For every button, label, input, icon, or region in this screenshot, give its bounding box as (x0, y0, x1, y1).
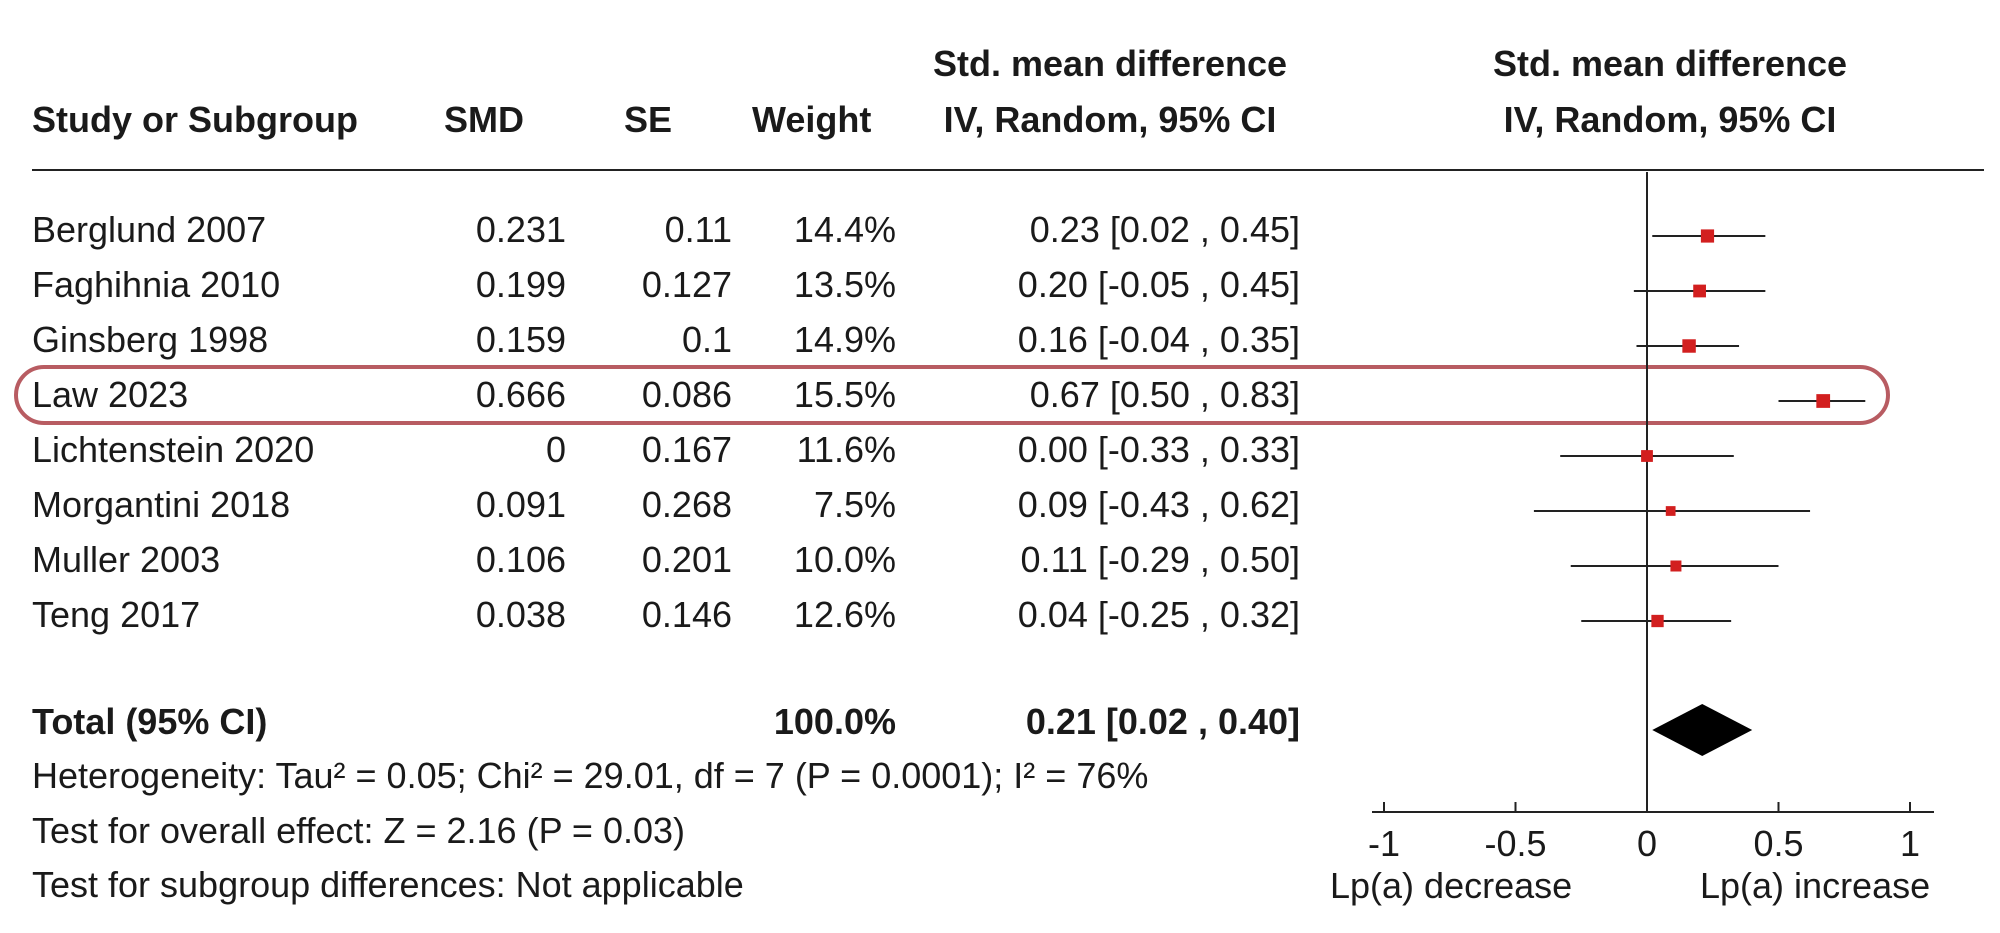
axis-left-label: Lp(a) decrease (1330, 865, 1573, 906)
study-smd: 0.666 (475, 374, 566, 415)
header-ci-line1: Std. mean difference (932, 43, 1288, 84)
study-se: 0.1 (681, 319, 732, 360)
study-ci-text: 0.00 [-0.33 , 0.33] (1017, 429, 1300, 470)
study-smd: 0.199 (475, 264, 566, 305)
study-smd: 0.106 (475, 539, 566, 580)
study-marker (1641, 450, 1653, 462)
header-divider (32, 169, 1984, 171)
study-name: Muller 2003 (32, 539, 221, 580)
study-name: Berglund 2007 (32, 209, 267, 250)
x-tick-label: -0.5 (1484, 823, 1547, 864)
subgroup-text: Test for subgroup differences: Not appli… (32, 864, 744, 905)
header-plot-line1: Std. mean difference (1492, 43, 1848, 84)
study-smd: 0.231 (475, 209, 566, 250)
study-weight: 15.5% (793, 374, 896, 415)
overall-effect-text: Test for overall effect: Z = 2.16 (P = 0… (32, 810, 686, 851)
study-ci-text: 0.67 [0.50 , 0.83] (1029, 374, 1300, 415)
axis-right-label: Lp(a) increase (1700, 865, 1931, 906)
study-marker (1651, 614, 1664, 628)
study-se: 0.086 (641, 374, 732, 415)
header-weight: Weight (752, 99, 872, 140)
header-plot-line2: IV, Random, 95% CI (1503, 99, 1837, 140)
total-label: Total (95% CI) (32, 701, 268, 742)
study-se: 0.11 (664, 209, 732, 250)
header-ci-line2: IV, Random, 95% CI (943, 99, 1277, 140)
study-weight: 10.0% (793, 539, 896, 580)
study-se: 0.146 (641, 594, 732, 635)
study-smd: 0 (545, 429, 566, 470)
study-name: Teng 2017 (32, 594, 201, 635)
pooled-diamond (1652, 704, 1753, 756)
study-se: 0.268 (641, 484, 732, 525)
study-se: 0.167 (641, 429, 732, 470)
study-ci-text: 0.16 [-0.04 , 0.35] (1017, 319, 1300, 360)
study-ci-text: 0.20 [-0.05 , 0.45] (1017, 264, 1300, 305)
study-weight: 7.5% (813, 484, 896, 525)
study-ci-text: 0.09 [-0.43 , 0.62] (1017, 484, 1300, 525)
study-marker (1693, 284, 1706, 298)
study-weight: 13.5% (793, 264, 896, 305)
study-name: Lichtenstein 2020 (32, 429, 315, 470)
study-smd: 0.091 (475, 484, 566, 525)
study-name: Faghihnia 2010 (32, 264, 281, 305)
study-se: 0.127 (641, 264, 732, 305)
study-marker (1682, 339, 1696, 353)
study-weight: 14.4% (793, 209, 896, 250)
total-weight: 100.0% (773, 701, 896, 742)
x-tick-label: 0.5 (1753, 823, 1804, 864)
total-ci-text: 0.21 [0.02 , 0.40] (1025, 701, 1300, 742)
x-tick-label: 0 (1636, 823, 1658, 864)
heterogeneity-text: Heterogeneity: Tau² = 0.05; Chi² = 29.01… (32, 755, 1149, 796)
header-smd: SMD (444, 99, 524, 140)
header-study: Study or Subgroup (32, 99, 358, 140)
x-tick-label: -1 (1367, 823, 1400, 864)
x-tick-label: 1 (1899, 823, 1921, 864)
study-weight: 14.9% (793, 319, 896, 360)
study-marker (1700, 229, 1715, 243)
study-smd: 0.038 (475, 594, 566, 635)
study-ci-text: 0.23 [0.02 , 0.45] (1029, 209, 1300, 250)
header-se: SE (624, 99, 673, 140)
study-marker (1670, 560, 1682, 572)
study-marker (1816, 394, 1831, 408)
study-name: Morgantini 2018 (32, 484, 291, 525)
study-smd: 0.159 (475, 319, 566, 360)
study-ci-text: 0.04 [-0.25 , 0.32] (1017, 594, 1300, 635)
study-weight: 11.6% (796, 429, 896, 470)
study-weight: 12.6% (793, 594, 896, 635)
study-name: Law 2023 (32, 374, 189, 415)
highlight-box (14, 365, 1890, 425)
study-ci-text: 0.11 [-0.29 , 0.50] (1020, 539, 1300, 580)
study-name: Ginsberg 1998 (32, 319, 269, 360)
study-se: 0.201 (641, 539, 732, 580)
study-marker (1665, 506, 1676, 516)
